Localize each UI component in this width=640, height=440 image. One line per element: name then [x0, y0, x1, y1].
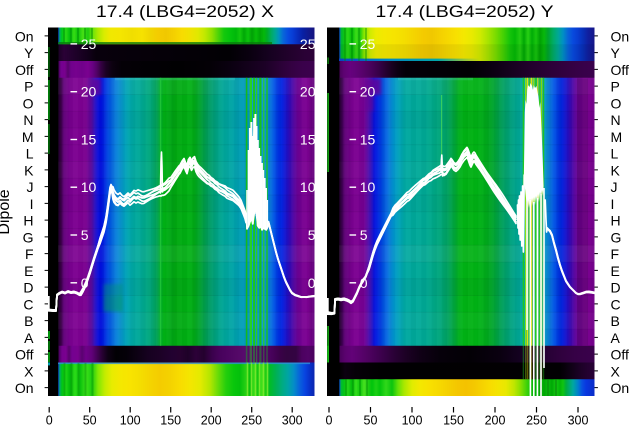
svg-text:C: C	[611, 296, 621, 312]
svg-text:E: E	[24, 263, 33, 279]
svg-text:20: 20	[81, 84, 97, 100]
svg-text:0: 0	[326, 414, 333, 428]
svg-text:300: 300	[568, 414, 589, 428]
svg-text:H: H	[611, 213, 621, 229]
svg-text:15: 15	[300, 132, 316, 148]
svg-text:On: On	[611, 28, 630, 44]
svg-text:0: 0	[81, 275, 89, 291]
svg-text:B: B	[24, 313, 33, 329]
svg-text:On: On	[15, 28, 34, 44]
svg-text:250: 250	[241, 414, 262, 428]
svg-text:10: 10	[300, 179, 316, 195]
svg-text:17.4 (LBG4=2052) X: 17.4 (LBG4=2052) X	[96, 2, 274, 21]
svg-text:I: I	[611, 196, 615, 212]
svg-text:250: 250	[526, 414, 547, 428]
svg-text:17.4 (LBG4=2052) Y: 17.4 (LBG4=2052) Y	[376, 2, 554, 21]
svg-text:E: E	[611, 263, 620, 279]
svg-text:On: On	[611, 380, 630, 396]
svg-text:Off: Off	[611, 62, 630, 78]
svg-text:10: 10	[81, 179, 97, 195]
svg-text:D: D	[23, 280, 33, 296]
svg-text:100: 100	[402, 414, 423, 428]
svg-text:F: F	[25, 246, 34, 262]
svg-text:50: 50	[364, 414, 378, 428]
svg-text:I: I	[30, 196, 34, 212]
svg-text:K: K	[611, 162, 621, 178]
svg-text:O: O	[23, 95, 34, 111]
svg-text:150: 150	[443, 414, 464, 428]
svg-text:K: K	[24, 162, 34, 178]
svg-text:25: 25	[81, 36, 97, 52]
svg-text:15: 15	[81, 132, 97, 148]
svg-text:C: C	[23, 296, 33, 312]
svg-text:On: On	[15, 380, 34, 396]
svg-text:M: M	[22, 129, 34, 145]
svg-text:25: 25	[300, 36, 316, 52]
svg-text:200: 200	[485, 414, 506, 428]
svg-text:0: 0	[308, 275, 316, 291]
svg-text:100: 100	[120, 414, 141, 428]
svg-text:A: A	[611, 330, 621, 346]
svg-text:Y: Y	[611, 45, 621, 61]
svg-text:B: B	[611, 313, 620, 329]
svg-text:X: X	[611, 363, 621, 379]
svg-text:A: A	[24, 330, 34, 346]
svg-text:0: 0	[360, 275, 368, 291]
svg-text:G: G	[611, 229, 622, 245]
svg-text:5: 5	[308, 227, 316, 243]
svg-text:F: F	[611, 246, 620, 262]
svg-text:L: L	[611, 146, 619, 162]
svg-text:X: X	[24, 363, 34, 379]
svg-text:N: N	[23, 112, 33, 128]
svg-text:5: 5	[81, 227, 89, 243]
svg-text:O: O	[611, 95, 622, 111]
svg-text:20: 20	[360, 84, 376, 100]
svg-text:5: 5	[360, 227, 368, 243]
svg-text:J: J	[611, 179, 618, 195]
svg-text:G: G	[23, 229, 34, 245]
svg-text:150: 150	[160, 414, 181, 428]
svg-text:P: P	[611, 79, 620, 95]
svg-text:Off: Off	[15, 347, 34, 363]
svg-text:25: 25	[360, 36, 376, 52]
svg-text:50: 50	[83, 414, 97, 428]
svg-text:300: 300	[282, 414, 303, 428]
svg-text:20: 20	[300, 84, 316, 100]
svg-text:Off: Off	[15, 62, 34, 78]
svg-text:15: 15	[360, 132, 376, 148]
svg-text:H: H	[23, 213, 33, 229]
svg-text:Y: Y	[24, 45, 34, 61]
svg-text:L: L	[26, 146, 34, 162]
svg-text:0: 0	[46, 414, 53, 428]
svg-text:N: N	[611, 112, 621, 128]
svg-text:Dipole: Dipole	[0, 189, 13, 234]
svg-text:10: 10	[360, 179, 376, 195]
svg-text:Off: Off	[611, 347, 630, 363]
svg-text:D: D	[611, 280, 621, 296]
svg-text:P: P	[24, 79, 33, 95]
svg-text:M: M	[611, 129, 623, 145]
svg-text:J: J	[27, 179, 34, 195]
svg-text:200: 200	[201, 414, 222, 428]
